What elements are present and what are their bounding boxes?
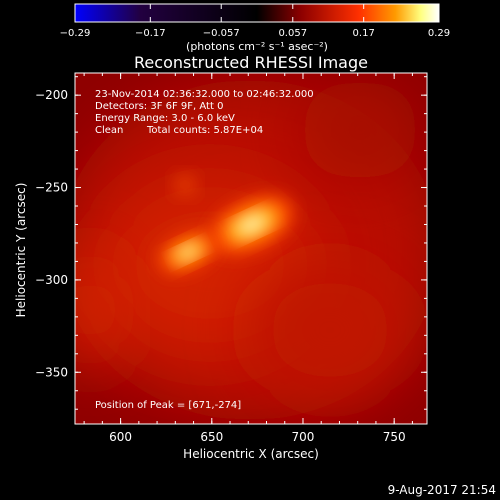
footer-date: 9-Aug-2017 21:54	[388, 483, 496, 497]
energy-range: Energy Range: 3.0 - 6.0 keV	[95, 113, 235, 124]
source-peak	[176, 244, 200, 260]
chart-title: Reconstructed RHESSI Image	[134, 53, 368, 72]
colorbar-tick-label: 0.29	[428, 28, 450, 39]
colorbar-ticks: −0.29 −0.17 −0.057 0.057 0.17 0.29	[60, 4, 450, 39]
algorithm: Clean	[95, 125, 123, 136]
y-tick-label: −250	[35, 181, 68, 195]
annotations: 23-Nov-2014 02:36:32.000 to 02:46:32.000…	[95, 89, 314, 411]
detectors: Detectors: 3F 6F 9F, Att 0	[95, 101, 223, 112]
y-tick-label: −200	[35, 88, 68, 102]
y-axis: −200 −250 −300 −350	[35, 76, 427, 410]
colorbar-tick-label: −0.29	[60, 28, 91, 39]
y-axis-label: Heliocentric Y (arcsec)	[14, 183, 28, 318]
peak-position: Position of Peak = [671,-274]	[95, 400, 241, 411]
x-axis: 600 650 700 750	[83, 73, 413, 444]
x-tick-label: 700	[292, 430, 315, 444]
heatmap-image	[75, 73, 427, 424]
plot-frame	[74, 72, 428, 425]
colorbar-tick-label: −0.17	[135, 28, 166, 39]
source-peak	[235, 213, 269, 235]
x-tick-label: 650	[200, 430, 223, 444]
y-tick-label: −300	[35, 273, 68, 287]
x-tick-label: 750	[383, 430, 406, 444]
x-tick-label: 600	[109, 430, 132, 444]
x-axis-label: Heliocentric X (arcsec)	[183, 447, 319, 461]
colorbar-tick-label: 0.057	[278, 28, 307, 39]
colorbar	[74, 3, 440, 23]
total-counts: Total counts: 5.87E+04	[146, 125, 263, 136]
y-tick-label: −350	[35, 365, 68, 379]
colorbar-tick-label: −0.057	[203, 28, 240, 39]
colorbar-unit-label: (photons cm⁻² s⁻¹ asec⁻²)	[186, 40, 328, 53]
time-range: 23-Nov-2014 02:36:32.000 to 02:46:32.000	[95, 89, 314, 100]
colorbar-tick-label: 0.17	[353, 28, 375, 39]
